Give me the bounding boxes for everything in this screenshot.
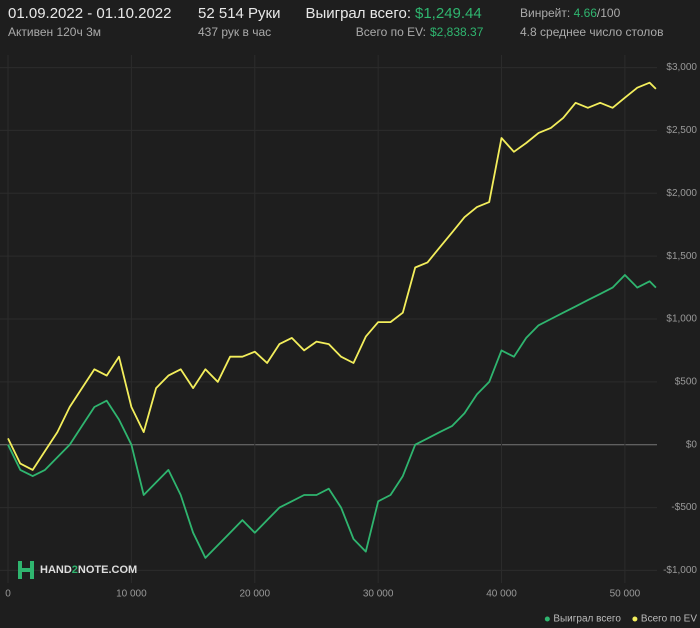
hands-per-hour: 437 рук в час bbox=[198, 25, 271, 39]
logo-icon bbox=[18, 561, 22, 579]
winrate-label: Винрейт: bbox=[520, 6, 570, 20]
logo-icon bbox=[30, 561, 34, 579]
y-tick-label: -$500 bbox=[671, 502, 697, 513]
period: 01.09.2022 - 01.10.2022 bbox=[8, 5, 171, 22]
series-line bbox=[7, 81, 657, 471]
wm-left: HAND bbox=[40, 564, 72, 576]
series-line bbox=[7, 274, 657, 559]
legend-dot bbox=[632, 616, 638, 622]
won-label: Выиграл всего: bbox=[305, 5, 411, 22]
plot: -$1,000 -$500 $0 $500 $1,000 $1,500 $2,000 $2,5… bbox=[0, 55, 697, 625]
legend-dot bbox=[544, 616, 550, 622]
x-tick-label: 40 000 bbox=[486, 589, 517, 600]
logo-icon bbox=[22, 568, 30, 572]
ev-label: Всего по EV: bbox=[356, 25, 426, 39]
wm-right: NOTE.COM bbox=[78, 564, 137, 576]
y-tick-label: $3,000 bbox=[666, 62, 697, 73]
legend-label: Выиграл всего bbox=[553, 614, 621, 625]
y-tick-label: -$1,000 bbox=[663, 565, 697, 576]
x-tick-label: 50 000 bbox=[610, 589, 641, 600]
x-tick-label: 0 bbox=[5, 589, 11, 600]
tables: 4.8 среднее число столов bbox=[520, 25, 663, 39]
y-tick-label: $2,500 bbox=[666, 125, 697, 136]
x-tick-label: 20 000 bbox=[239, 589, 270, 600]
watermark: HAND2NOTE.COM bbox=[40, 564, 137, 576]
x-tick-label: 30 000 bbox=[363, 589, 394, 600]
legend-label: Всего по EV bbox=[641, 614, 697, 625]
y-tick-label: $0 bbox=[686, 439, 698, 450]
active-time: Активен 120ч 3м bbox=[8, 25, 101, 39]
y-tick-label: $500 bbox=[675, 376, 698, 387]
y-tick-label: $1,500 bbox=[666, 251, 697, 262]
x-tick-label: 10 000 bbox=[116, 589, 147, 600]
y-tick-label: $1,000 bbox=[666, 314, 697, 325]
winrate-value: 4.66 bbox=[574, 6, 598, 20]
y-tick-label: $2,000 bbox=[666, 188, 697, 199]
wm-mid: 2 bbox=[72, 564, 78, 576]
winrate: Винрейт: 4.66/100 bbox=[520, 6, 621, 20]
won-value: $1,249.44 bbox=[415, 5, 482, 22]
winrate-unit: /100 bbox=[597, 6, 621, 20]
hands: 52 514 Руки bbox=[198, 5, 281, 22]
ev-value: $2,838.37 bbox=[430, 25, 484, 39]
